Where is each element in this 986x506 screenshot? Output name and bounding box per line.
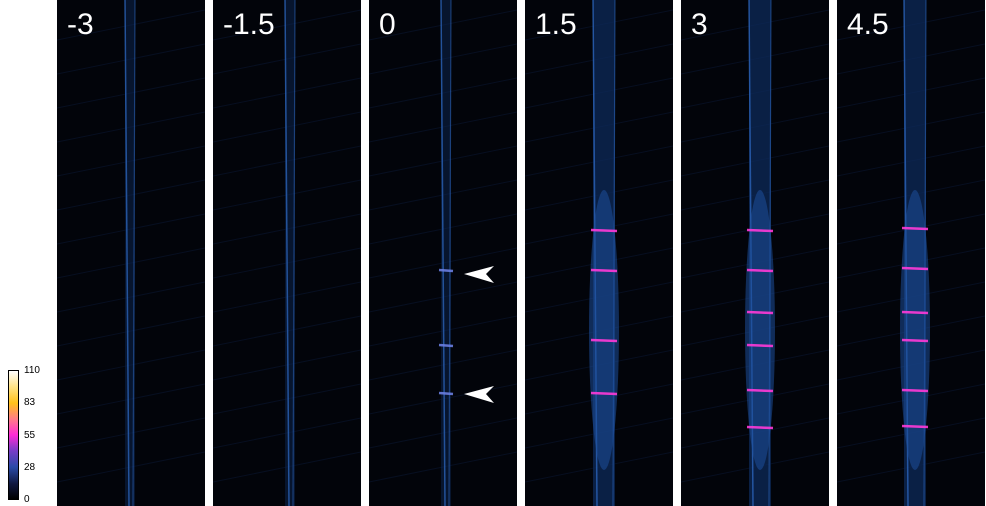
time-label: -3 [67,8,94,41]
time-label: -1.5 [223,8,275,41]
micrograph-panel: 4.5 [837,0,985,506]
colorbar-tick-min: 0 [24,494,30,505]
colorbar-tick-28: 28 [24,462,36,473]
time-label: 3 [691,8,708,41]
time-label: 4.5 [847,8,889,41]
micrograph-panel: 0 [369,0,517,506]
cell-image [525,0,673,506]
cell-image [681,0,829,506]
cell-image [369,0,517,506]
arrowhead-marker [464,386,494,403]
time-label: 1.5 [535,8,577,41]
colorbar-tick-max: 110 [24,365,40,376]
micrograph-panel: -1.5 [213,0,361,506]
colorbar-tick-83: 83 [24,397,36,408]
cell-image [837,0,985,506]
cell-image [57,0,205,506]
micrograph-panel: 3 [681,0,829,506]
arrowhead-marker [464,266,494,283]
time-label: 0 [379,8,396,41]
micrograph-panel: -3 [57,0,205,506]
cell-image [213,0,361,506]
colorbar-tick-55: 55 [24,430,36,441]
micrograph-panel: 1.5 [525,0,673,506]
intensity-colorbar [8,370,19,500]
